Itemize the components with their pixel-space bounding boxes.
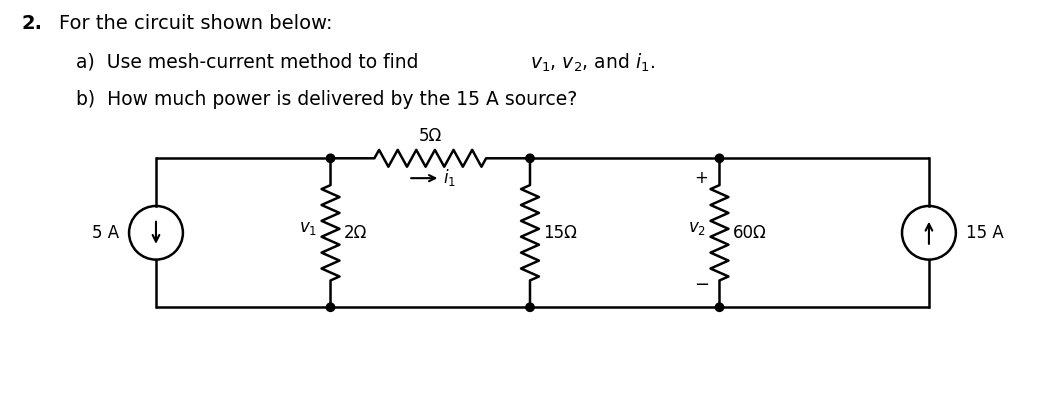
Circle shape: [526, 154, 534, 162]
Text: $v_1$, $v_2$, and $i_1$.: $v_1$, $v_2$, and $i_1$.: [530, 52, 655, 74]
Circle shape: [526, 303, 534, 312]
Text: 15 A: 15 A: [965, 224, 1003, 242]
Circle shape: [716, 154, 724, 162]
Circle shape: [716, 303, 724, 312]
Text: 2.: 2.: [21, 14, 42, 33]
Text: 2Ω: 2Ω: [344, 224, 367, 242]
Circle shape: [327, 154, 335, 162]
Text: $v_1$: $v_1$: [299, 219, 317, 237]
Text: +: +: [695, 169, 708, 187]
Text: $v_2$: $v_2$: [688, 219, 706, 237]
Text: 5 A: 5 A: [92, 224, 119, 242]
Text: −: −: [694, 276, 709, 295]
Text: b)  How much power is delivered by the 15 A source?: b) How much power is delivered by the 15…: [76, 90, 578, 109]
Text: 60Ω: 60Ω: [733, 224, 766, 242]
Text: 5Ω: 5Ω: [418, 127, 442, 145]
Text: 15Ω: 15Ω: [543, 224, 577, 242]
Text: For the circuit shown below:: For the circuit shown below:: [59, 14, 333, 33]
Text: a)  Use mesh-current method to find: a) Use mesh-current method to find: [76, 52, 425, 71]
Circle shape: [327, 303, 335, 312]
Text: $i_1$: $i_1$: [444, 167, 456, 188]
